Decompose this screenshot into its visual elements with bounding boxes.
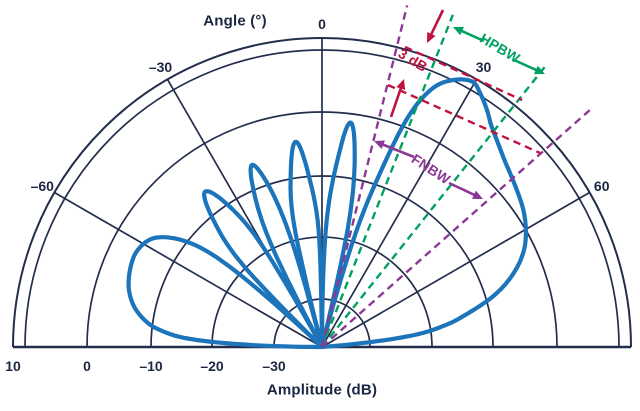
fnbw-arrow xyxy=(380,142,415,159)
amplitude-tick-label: 10 xyxy=(5,358,21,374)
3db-arrow-head xyxy=(427,31,436,43)
fnbw-edge-line xyxy=(321,106,594,348)
3db-arrow-head xyxy=(396,79,406,90)
angle-axis-title: Angle (°) xyxy=(203,12,267,30)
3db-arrow xyxy=(429,9,445,37)
grid-spoke xyxy=(321,78,478,348)
fnbw-arrow xyxy=(448,181,477,197)
3db-chord-line xyxy=(387,83,541,155)
fnbw-arrow-head xyxy=(471,190,483,199)
angle-tick-label: –60 xyxy=(30,177,54,194)
hpbw-edge-line xyxy=(321,66,546,348)
hpbw-edge-line xyxy=(320,14,454,348)
hpbw-arrow-head xyxy=(533,65,545,75)
amplitude-tick-label: –10 xyxy=(139,358,163,374)
grid-spoke xyxy=(321,191,591,348)
amplitude-tick-label: 0 xyxy=(83,358,91,374)
angle-tick-label: –30 xyxy=(148,59,173,76)
hpbw-arrow xyxy=(513,58,539,72)
3db-arrow xyxy=(389,86,403,118)
grid-spoke xyxy=(53,191,323,348)
amplitude-tick-label: –20 xyxy=(200,358,224,374)
fnbw-edge-line xyxy=(320,5,409,348)
amplitude-tick-label: –30 xyxy=(262,358,286,374)
hpbw-arrow xyxy=(459,29,485,43)
amplitude-axis-title: Amplitude (dB) xyxy=(266,381,378,399)
hpbw-arrow-head xyxy=(453,26,465,36)
fnbw-arrow-head xyxy=(374,140,385,149)
angle-tick-label: 60 xyxy=(593,177,610,194)
radiation-pattern-curve xyxy=(126,77,528,350)
3db-chord-line xyxy=(404,45,523,102)
angle-tick-label: 0 xyxy=(318,16,326,32)
angle-tick-label: 30 xyxy=(475,59,492,76)
